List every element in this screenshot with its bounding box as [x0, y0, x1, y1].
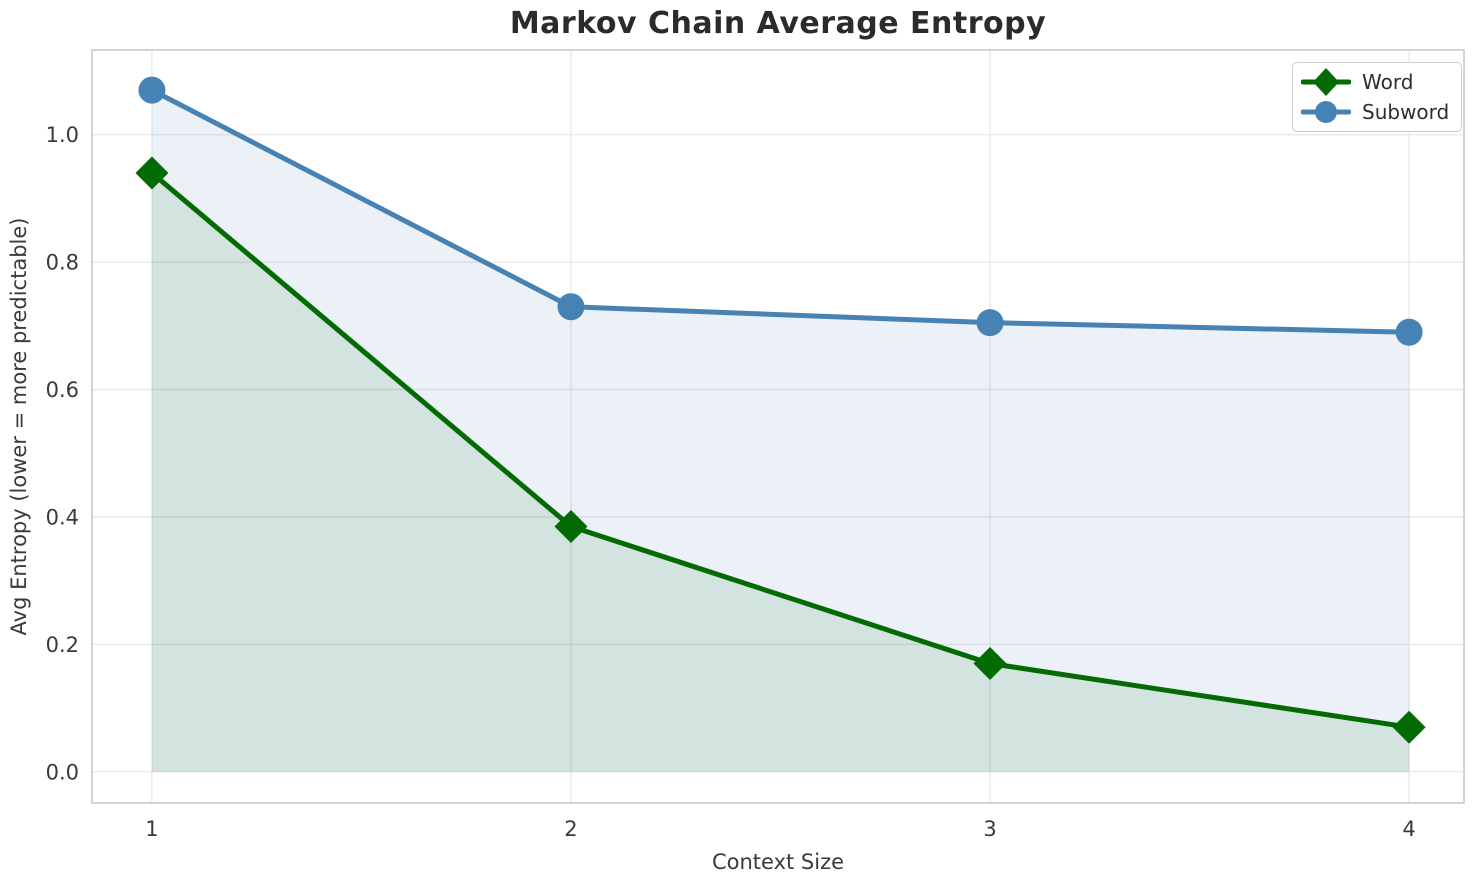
- data-point-word: [135, 156, 169, 190]
- series-line-subword: [149, 87, 1412, 335]
- area-fill-subword: [151, 90, 1410, 772]
- data-point-word: [1392, 710, 1426, 744]
- data-point-subword: [1395, 318, 1423, 346]
- area-fill-word: [151, 172, 1410, 772]
- x-tick-label: 1: [145, 817, 158, 841]
- series-line-word: [149, 170, 1412, 730]
- y-tick-label: 0.2: [46, 633, 79, 657]
- plot-border: [91, 49, 1465, 804]
- y-tick-label: 0.6: [46, 378, 79, 402]
- y-tick-label: 0.4: [46, 505, 79, 529]
- data-point-subword: [557, 293, 585, 321]
- data-point-word: [973, 646, 1007, 680]
- x-axis-label: Context Size: [712, 850, 844, 874]
- y-tick-label: 0.8: [46, 251, 79, 275]
- legend-marker-diamond-icon: [1301, 68, 1351, 96]
- y-tick-label: 0.0: [46, 760, 79, 784]
- legend-item-word: Word: [1301, 67, 1449, 97]
- legend-item-subword: Subword: [1301, 97, 1449, 127]
- data-point-subword: [138, 76, 166, 104]
- data-point-word: [554, 510, 588, 544]
- chart-title: Markov Chain Average Entropy: [509, 6, 1047, 41]
- x-tick-label: 2: [564, 817, 577, 841]
- x-tick-label: 3: [983, 817, 996, 841]
- y-axis-label: Avg Entropy (lower = more predictable): [7, 218, 31, 636]
- y-tick-label: 1.0: [46, 123, 79, 147]
- legend-marker-circle-icon: [1301, 101, 1351, 123]
- legend-label: Word: [1362, 70, 1414, 94]
- data-point-subword: [976, 309, 1004, 337]
- legend-label: Subword: [1362, 100, 1450, 124]
- legend: Word Subword: [1292, 62, 1463, 132]
- x-tick-label: 4: [1402, 817, 1415, 841]
